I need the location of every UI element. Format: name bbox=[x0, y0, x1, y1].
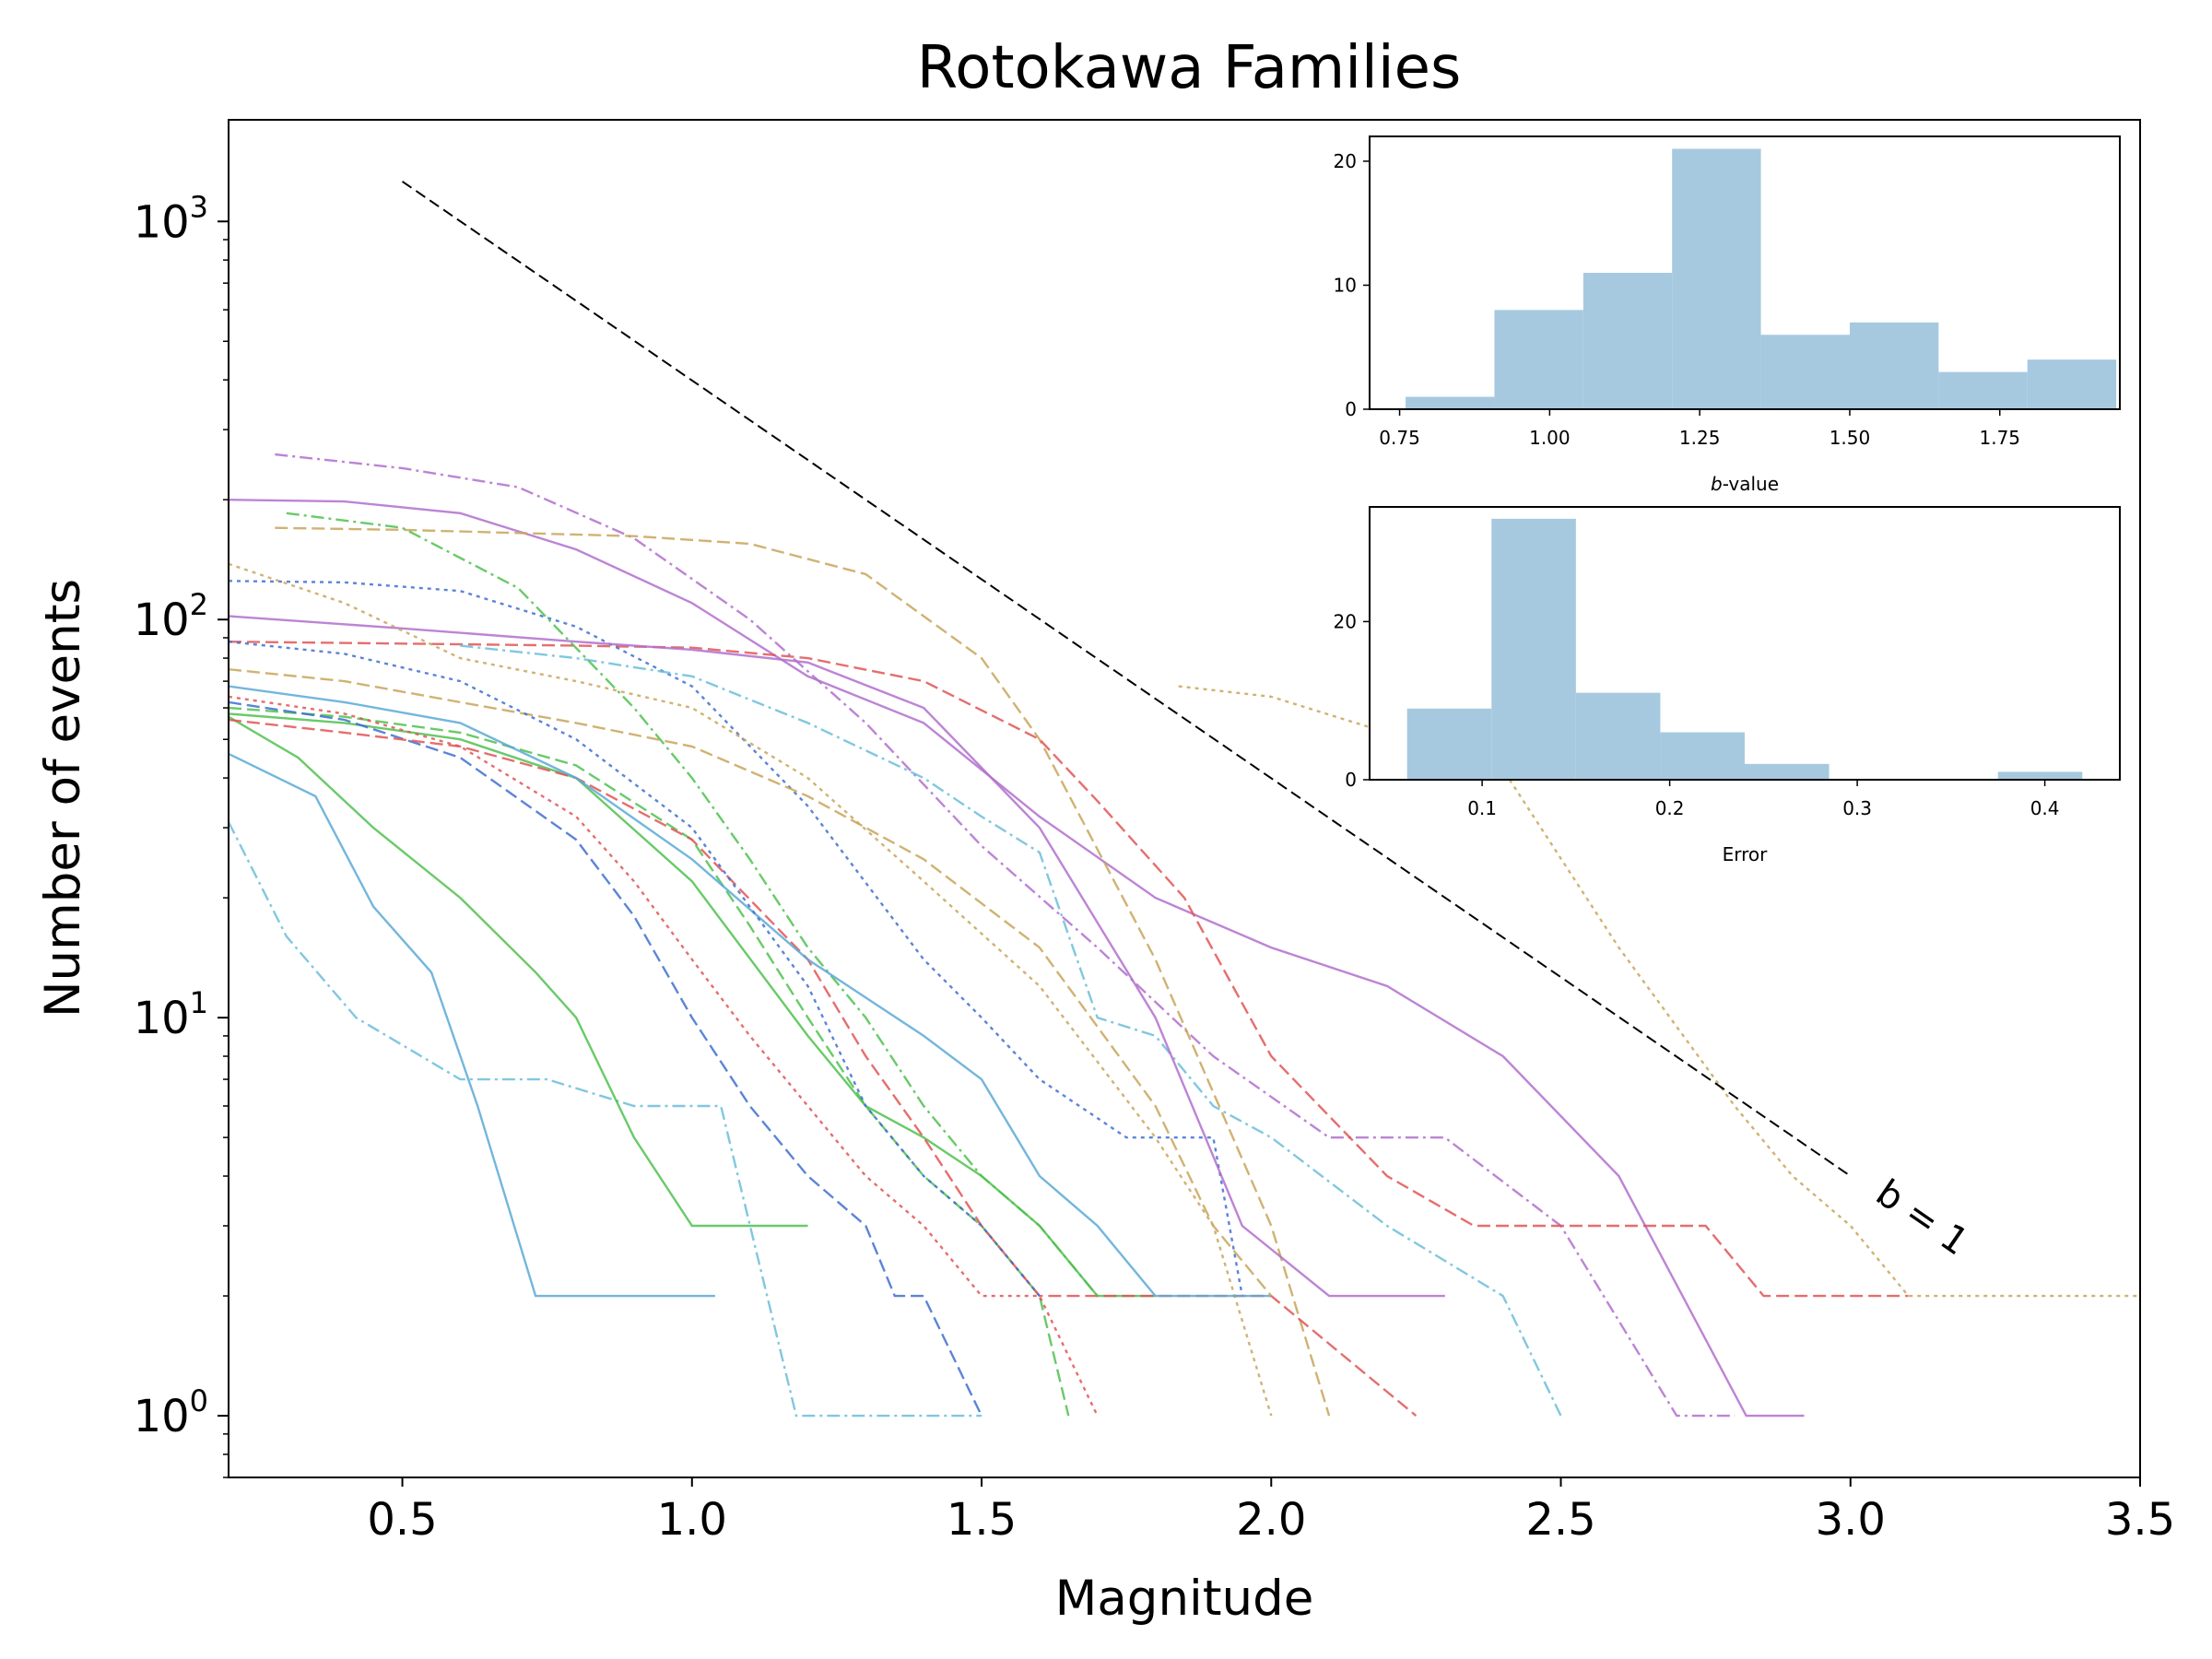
inset-error-bar-4 bbox=[1660, 732, 1745, 780]
inset-error-frame bbox=[1369, 506, 2121, 781]
x-tick-label: 3.5 bbox=[2105, 1494, 2175, 1546]
inset-error-bar-5 bbox=[1745, 763, 1830, 780]
inset-error-bar-8 bbox=[1997, 771, 2083, 780]
inset-bvalue-bar-4 bbox=[1672, 148, 1761, 410]
inset-error-axes: 0.1 0.2 0.3 0.4 0 20 bbox=[1334, 610, 2060, 819]
inset-error-bar-1 bbox=[1406, 708, 1492, 780]
series-line-2 bbox=[275, 453, 1735, 1418]
inset-bvalue-bar-7 bbox=[1938, 371, 2028, 409]
inset-bvalue-bar-3 bbox=[1583, 273, 1673, 409]
series-line-18 bbox=[286, 512, 1099, 1297]
inset-bvalue-bar-6 bbox=[1849, 322, 1939, 409]
series-line-6 bbox=[229, 580, 1243, 1297]
y-tick-label: 102 bbox=[134, 587, 208, 646]
series-line-21 bbox=[229, 641, 1041, 1297]
inset-error-bars bbox=[1406, 518, 2083, 780]
inset-bvalue-x-tick-label: 1.50 bbox=[1830, 427, 1871, 449]
inset-error-xlabel: Error bbox=[1723, 843, 1769, 865]
series-line-15 bbox=[229, 615, 1445, 1298]
y-axis-title: Number of events bbox=[35, 579, 91, 1018]
inset-bvalue-y-tick-label: 10 bbox=[1334, 274, 1357, 296]
series-line-14 bbox=[229, 700, 983, 1417]
inset-error-bar-2 bbox=[1491, 518, 1576, 780]
inset-bvalue-bars bbox=[1406, 148, 2117, 410]
y-tick-label: 103 bbox=[134, 189, 208, 248]
x-tick-label: 3.0 bbox=[1816, 1494, 1886, 1546]
inset-bvalue-y-tick-label: 0 bbox=[1345, 398, 1357, 420]
inset-bvalue-bar-8 bbox=[2027, 359, 2117, 409]
series-line-11 bbox=[229, 821, 982, 1418]
inset-bvalue-xlabel-rest: -value bbox=[1723, 473, 1779, 495]
inset-error-x-tick-label: 0.4 bbox=[2030, 797, 2060, 819]
inset-bvalue-xlabel: b-value bbox=[1711, 473, 1779, 495]
series-line-17 bbox=[229, 562, 1273, 1417]
series-line-19 bbox=[229, 685, 1272, 1298]
x-tick-label: 2.0 bbox=[1236, 1494, 1306, 1546]
inset-bvalue-x-tick-label: 0.75 bbox=[1379, 427, 1420, 449]
main-y-axis: 100 101 102 103 bbox=[134, 189, 229, 1478]
inset-bvalue-xlabel-italic: b bbox=[1711, 473, 1723, 495]
inset-error-y-tick-label: 20 bbox=[1334, 610, 1357, 632]
series-line-10 bbox=[229, 752, 715, 1298]
series-line-7 bbox=[460, 644, 1562, 1417]
inset-bvalue-frame bbox=[1369, 135, 2121, 410]
inset-error-x-tick-label: 0.3 bbox=[1842, 797, 1872, 819]
series-line-20 bbox=[229, 668, 1273, 1297]
x-axis-title: Magnitude bbox=[1055, 1571, 1314, 1627]
inset-bvalue-y-tick-label: 20 bbox=[1334, 150, 1357, 172]
inset-bvalue-bar-1 bbox=[1406, 396, 1495, 409]
main-plot-frame bbox=[228, 119, 2141, 1478]
inset-error-histogram: 0.1 0.2 0.3 0.4 0 20 Error bbox=[1334, 506, 2121, 865]
inset-error-y-tick-label: 0 bbox=[1345, 769, 1357, 791]
series-line-9 bbox=[229, 706, 1070, 1417]
x-tick-label: 1.0 bbox=[657, 1494, 727, 1546]
inset-bvalue-bar-2 bbox=[1494, 310, 1583, 409]
y-tick-label: 101 bbox=[134, 985, 208, 1044]
series-line-12 bbox=[229, 715, 808, 1228]
inset-error-bar-3 bbox=[1575, 692, 1661, 780]
x-tick-label: 2.5 bbox=[1525, 1494, 1595, 1546]
chart-title: Rotokawa Families bbox=[917, 34, 1462, 102]
inset-bvalue-x-tick-label: 1.75 bbox=[1979, 427, 2020, 449]
series-line-16 bbox=[229, 718, 1418, 1418]
x-tick-label: 1.5 bbox=[947, 1494, 1017, 1546]
reference-line-b1 bbox=[401, 181, 1852, 1177]
inset-error-x-tick-label: 0.1 bbox=[1467, 797, 1497, 819]
inset-bvalue-axes: 0.75 1.00 1.25 1.50 1.75 0 10 20 bbox=[1334, 150, 2020, 449]
series-line-5 bbox=[229, 641, 1909, 1298]
series-layer bbox=[229, 453, 2140, 1418]
inset-bvalue-histogram: 0.75 1.00 1.25 1.50 1.75 0 10 20 b-value bbox=[1334, 135, 2121, 495]
inset-bvalue-x-tick-label: 1.25 bbox=[1679, 427, 1721, 449]
y-tick-label: 100 bbox=[134, 1383, 208, 1442]
x-tick-label: 0.5 bbox=[367, 1494, 437, 1546]
inset-bvalue-bar-5 bbox=[1760, 335, 1850, 409]
inset-bvalue-x-tick-label: 1.00 bbox=[1529, 427, 1571, 449]
inset-error-x-tick-label: 0.2 bbox=[1655, 797, 1685, 819]
series-line-1 bbox=[229, 499, 1805, 1418]
main-x-axis: 0.5 1.0 1.5 2.0 2.5 3.0 3.5 bbox=[367, 1477, 2175, 1546]
series-line-3 bbox=[275, 526, 1331, 1417]
